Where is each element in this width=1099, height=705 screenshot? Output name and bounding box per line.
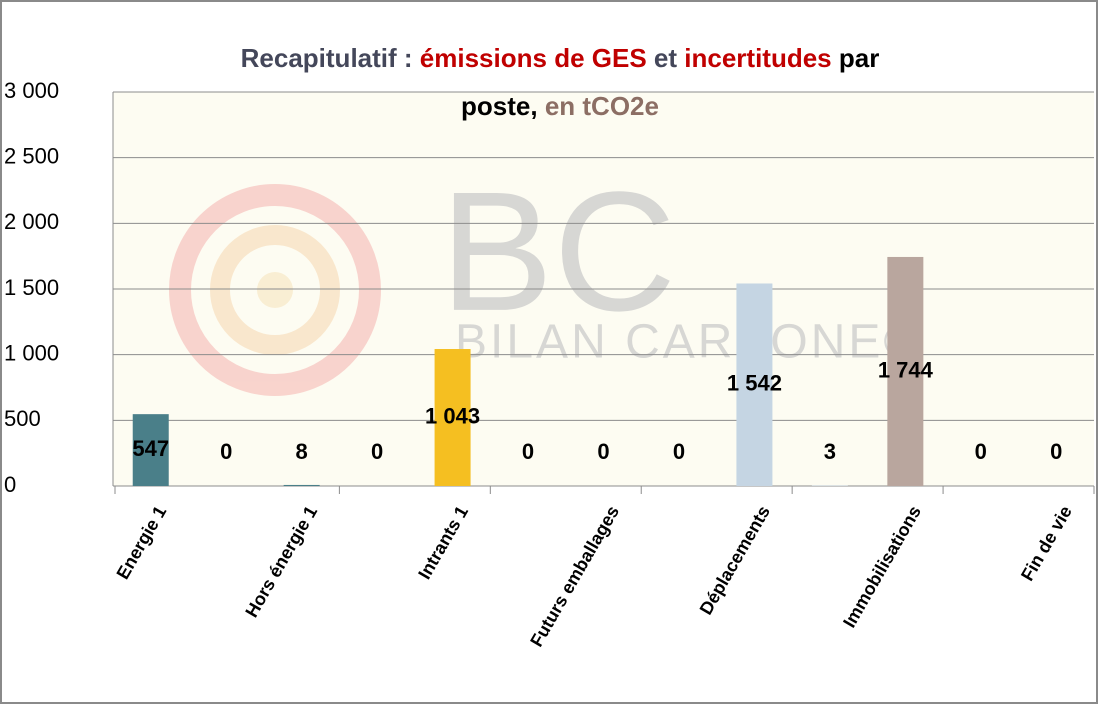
title-segment: poste,: [461, 91, 538, 121]
value-label: 0: [522, 439, 534, 464]
y-tick-label: 2 500: [4, 143, 59, 168]
value-label: 0: [975, 439, 987, 464]
title-segment: et: [654, 43, 677, 73]
value-label: 8: [296, 439, 308, 464]
bar: [283, 484, 320, 486]
chart-title: Recapitulatif : émissions de GES et ince…: [241, 43, 880, 73]
value-label: 1 542: [727, 371, 782, 396]
y-tick-label: 1 000: [4, 340, 59, 365]
y-tick-label: 500: [4, 406, 41, 431]
value-label: 547: [132, 436, 169, 461]
watermark-text: BILAN CARBONE®: [455, 316, 922, 369]
bar: [434, 349, 471, 486]
bar: [887, 256, 924, 486]
bar: [736, 283, 773, 486]
value-label: 0: [597, 439, 609, 464]
y-tick-label: 0: [4, 472, 16, 497]
watermark-logo: [169, 184, 381, 396]
title-segment: par: [839, 43, 879, 73]
value-label: 0: [1050, 439, 1062, 464]
y-tick-label: 3 000: [4, 78, 59, 103]
value-label: 0: [371, 439, 383, 464]
value-label: 1 043: [425, 403, 480, 428]
y-tick-label: 1 500: [4, 275, 59, 300]
value-label: 3: [824, 439, 836, 464]
value-label: 0: [220, 439, 232, 464]
bar: [132, 414, 169, 486]
watermark-text: BC: [440, 157, 676, 347]
chart-title: poste, en tCO2e: [461, 91, 659, 121]
y-tick-label: 2 000: [4, 209, 59, 234]
title-segment: Recapitulatif :: [241, 43, 413, 73]
title-segment: incertitudes: [684, 43, 831, 73]
value-label: 1 744: [878, 357, 934, 382]
title-segment: en tCO2e: [545, 91, 659, 121]
value-label: 0: [673, 439, 685, 464]
title-segment: émissions de GES: [420, 43, 647, 73]
